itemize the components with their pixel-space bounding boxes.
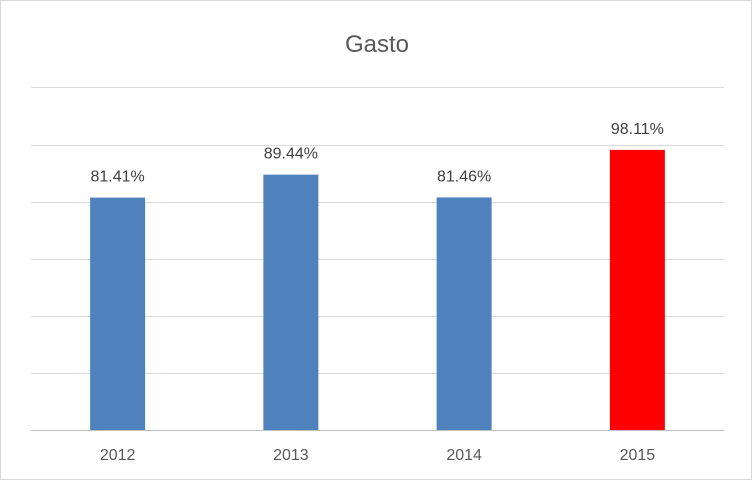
data-labels: 81.41% 89.44% 81.46% 98.11%: [90, 121, 663, 186]
bar-2012: [90, 197, 146, 430]
bar-2014: [436, 197, 492, 430]
x-tick-label-2014: 2014: [446, 447, 482, 464]
x-tick-label-2015: 2015: [620, 447, 656, 464]
data-label-2015: 98.11%: [611, 121, 664, 138]
gridlines: [31, 87, 724, 374]
x-tick-label-2013: 2013: [273, 447, 309, 464]
bars: [90, 149, 665, 431]
chart-title: Gasto: [345, 31, 409, 58]
data-label-2012: 81.41%: [90, 169, 144, 186]
x-tick-label-2012: 2012: [100, 447, 136, 464]
x-axis-ticks: 2012 2013 2014 2015: [31, 430, 724, 464]
bar-2013: [263, 174, 319, 430]
data-label-2013: 89.44%: [264, 146, 318, 163]
bar-2015: [609, 149, 665, 431]
data-label-2014: 81.46%: [437, 168, 491, 185]
